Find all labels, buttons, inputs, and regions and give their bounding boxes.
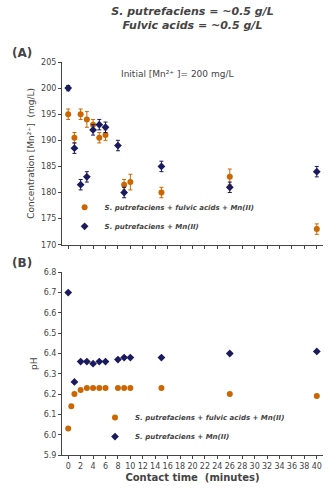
- svg-text:6: 6: [103, 462, 108, 471]
- svg-text:175: 175: [41, 214, 56, 223]
- svg-text:10: 10: [125, 462, 135, 471]
- svg-text:6.1: 6.1: [44, 410, 57, 419]
- svg-text:(B): (B): [12, 256, 32, 270]
- svg-text:185: 185: [41, 162, 56, 171]
- svg-text:S. putrefaciens + Mn(II): S. putrefaciens + Mn(II): [135, 433, 229, 441]
- svg-text:12: 12: [138, 462, 148, 471]
- svg-text:Initial [Mn²⁺ ]= 200 mg/L: Initial [Mn²⁺ ]= 200 mg/L: [121, 69, 233, 79]
- svg-text:30: 30: [250, 462, 260, 471]
- svg-text:6.7: 6.7: [44, 288, 57, 297]
- svg-text:28: 28: [237, 462, 247, 471]
- svg-text:170: 170: [41, 241, 56, 250]
- svg-text:180: 180: [41, 188, 56, 197]
- svg-text:6.0: 6.0: [44, 430, 57, 439]
- svg-text:6.5: 6.5: [44, 329, 57, 338]
- svg-text:2: 2: [78, 462, 83, 471]
- svg-text:6.2: 6.2: [44, 390, 57, 399]
- svg-text:24: 24: [212, 462, 222, 471]
- svg-text:205: 205: [41, 58, 56, 67]
- svg-text:Contact time (minutes): Contact time (minutes): [125, 472, 259, 483]
- svg-text:190: 190: [41, 136, 56, 145]
- svg-text:0: 0: [66, 462, 71, 471]
- svg-text:16: 16: [163, 462, 173, 471]
- svg-text:36: 36: [287, 462, 297, 471]
- svg-text:S. putrefaciens = ~0.5 g/LFulv: S. putrefaciens = ~0.5 g/LFulvic acids =…: [111, 5, 273, 32]
- svg-text:pH: pH: [29, 357, 39, 369]
- svg-text:32: 32: [262, 462, 272, 471]
- svg-text:38: 38: [299, 462, 309, 471]
- svg-text:20: 20: [187, 462, 197, 471]
- svg-text:14: 14: [150, 462, 160, 471]
- svg-text:40: 40: [312, 462, 322, 471]
- svg-text:4: 4: [91, 462, 96, 471]
- svg-text:22: 22: [200, 462, 210, 471]
- svg-text:S. putrefaciens + Mn(II): S. putrefaciens + Mn(II): [105, 223, 199, 231]
- svg-text:34: 34: [274, 462, 284, 471]
- svg-text:5.9: 5.9: [44, 451, 57, 460]
- svg-text:8: 8: [115, 462, 120, 471]
- svg-text:26: 26: [225, 462, 235, 471]
- svg-text:200: 200: [41, 84, 56, 93]
- svg-text:6.8: 6.8: [44, 268, 57, 277]
- svg-text:195: 195: [41, 110, 56, 119]
- svg-text:6.6: 6.6: [44, 309, 57, 318]
- svg-text:6.4: 6.4: [44, 349, 57, 358]
- svg-text:Concentration [Μn²⁺] (mg/L): Concentration [Μn²⁺] (mg/L): [26, 88, 36, 219]
- svg-text:S. putrefaciens + fulvic acids: S. putrefaciens + fulvic acids + Mn(II): [105, 204, 254, 212]
- svg-text:S. putrefaciens + fulvic acids: S. putrefaciens + fulvic acids + Mn(II): [135, 414, 284, 422]
- svg-text:6.3: 6.3: [44, 370, 57, 379]
- svg-text:(A): (A): [12, 46, 32, 60]
- svg-text:18: 18: [175, 462, 185, 471]
